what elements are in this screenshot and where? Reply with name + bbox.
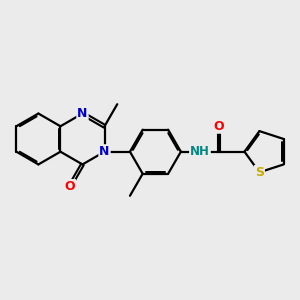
Text: S: S (255, 166, 264, 179)
Text: N: N (99, 145, 110, 158)
Text: O: O (64, 180, 75, 193)
Text: NH: NH (190, 145, 210, 158)
Text: N: N (77, 107, 88, 120)
Text: O: O (214, 120, 224, 133)
